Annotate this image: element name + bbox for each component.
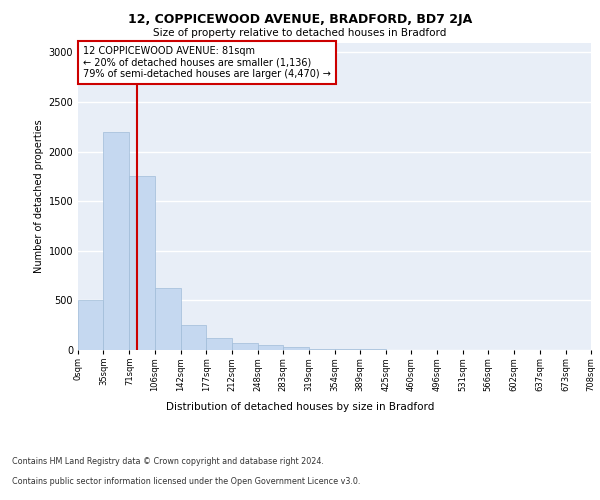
Bar	[206, 338, 232, 350]
Text: Contains HM Land Registry data © Crown copyright and database right 2024.: Contains HM Land Registry data © Crown c…	[12, 458, 324, 466]
Bar	[257, 345, 283, 350]
Bar	[283, 347, 309, 350]
Bar	[309, 348, 335, 350]
Text: 12, COPPICEWOOD AVENUE, BRADFORD, BD7 2JA: 12, COPPICEWOOD AVENUE, BRADFORD, BD7 2J…	[128, 12, 472, 26]
Bar	[155, 288, 181, 350]
Bar	[335, 349, 360, 350]
Text: Size of property relative to detached houses in Bradford: Size of property relative to detached ho…	[154, 28, 446, 38]
Y-axis label: Number of detached properties: Number of detached properties	[34, 120, 44, 273]
Bar	[103, 132, 130, 350]
Bar	[78, 300, 103, 350]
Bar	[232, 342, 257, 350]
Bar	[130, 176, 155, 350]
Text: Contains public sector information licensed under the Open Government Licence v3: Contains public sector information licen…	[12, 478, 361, 486]
Bar	[181, 325, 206, 350]
Bar	[360, 349, 386, 350]
Text: 12 COPPICEWOOD AVENUE: 81sqm
← 20% of detached houses are smaller (1,136)
79% of: 12 COPPICEWOOD AVENUE: 81sqm ← 20% of de…	[83, 46, 331, 79]
Text: Distribution of detached houses by size in Bradford: Distribution of detached houses by size …	[166, 402, 434, 412]
